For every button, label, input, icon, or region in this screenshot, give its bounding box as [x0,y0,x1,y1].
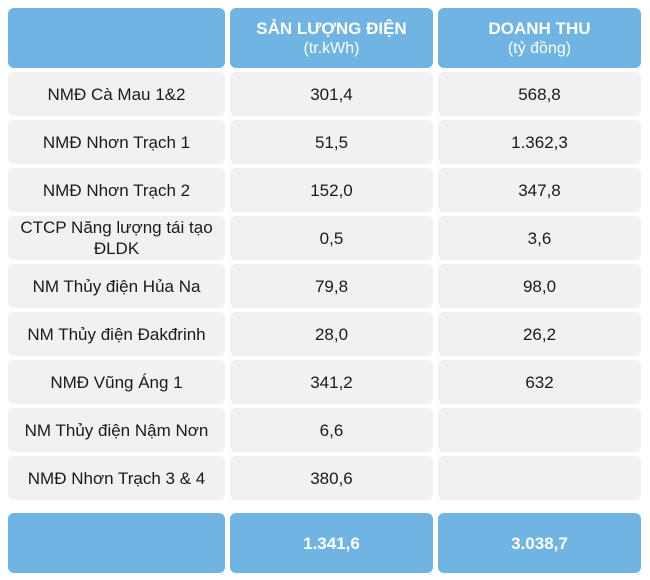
row-name: NMĐ Nhơn Trạch 2 [8,168,225,212]
row-name: NMĐ Nhơn Trạch 3 & 4 [8,456,225,500]
row-name: NMĐ Vũng Áng 1 [8,360,225,404]
total-output: 1.341,6 [230,513,433,573]
row-name: NMĐ Cà Mau 1&2 [8,72,225,116]
row-revenue [438,408,641,452]
row-output: 6,6 [230,408,433,452]
header-output-title: SẢN LƯỢNG ĐIỆN [256,18,407,38]
header-blank-cell [8,8,225,68]
row-revenue: 568,8 [438,72,641,116]
row-revenue: 1.362,3 [438,120,641,164]
row-name: NM Thủy điện Nậm Nơn [8,408,225,452]
row-output: 51,5 [230,120,433,164]
row-name: NM Thủy điện Đakđrinh [8,312,225,356]
row-output: 341,2 [230,360,433,404]
total-revenue: 3.038,7 [438,513,641,573]
row-revenue: 26,2 [438,312,641,356]
row-output: 301,4 [230,72,433,116]
total-label [8,513,225,573]
header-revenue: DOANH THU (tỷ đồng) [438,8,641,68]
row-name: NMĐ Nhơn Trạch 1 [8,120,225,164]
row-revenue: 632 [438,360,641,404]
row-revenue [438,456,641,500]
row-revenue: 98,0 [438,264,641,308]
header-output-unit: (tr.kWh) [303,39,360,57]
row-output: 0,5 [230,216,433,260]
row-revenue: 347,8 [438,168,641,212]
row-output: 79,8 [230,264,433,308]
row-output: 28,0 [230,312,433,356]
header-revenue-title: DOANH THU [488,18,591,38]
row-revenue: 3,6 [438,216,641,260]
row-name: CTCP Năng lượng tái tạo ĐLDK [8,216,225,260]
header-output: SẢN LƯỢNG ĐIỆN (tr.kWh) [230,8,433,68]
row-output: 380,6 [230,456,433,500]
row-output: 152,0 [230,168,433,212]
header-revenue-unit: (tỷ đồng) [507,39,572,57]
row-name: NM Thủy điện Hủa Na [8,264,225,308]
